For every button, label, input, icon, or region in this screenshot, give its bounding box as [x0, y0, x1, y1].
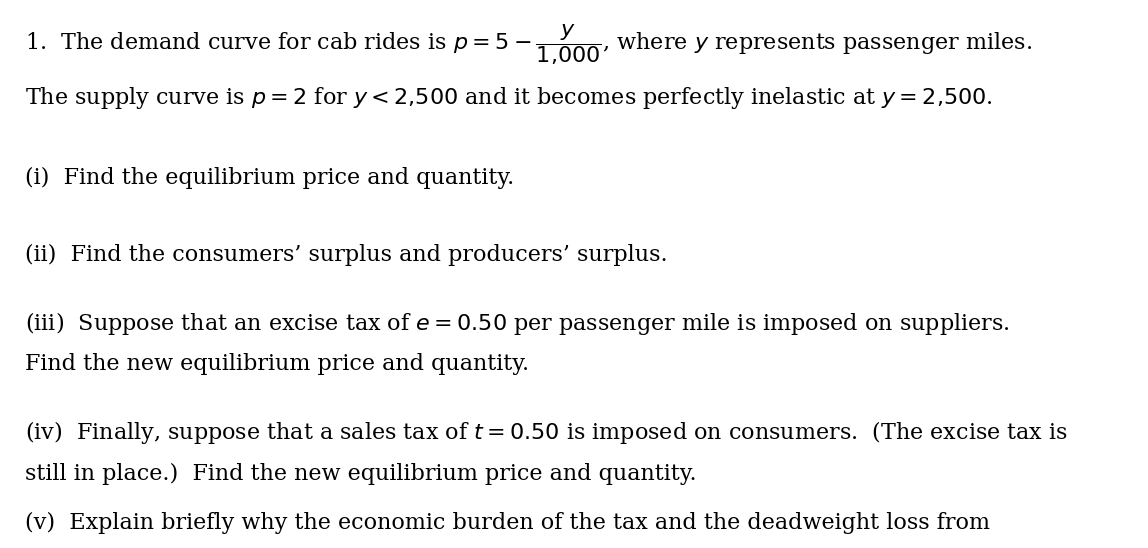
Text: (i)  Find the equilibrium price and quantity.: (i) Find the equilibrium price and quant…	[25, 167, 514, 189]
Text: still in place.)  Find the new equilibrium price and quantity.: still in place.) Find the new equilibriu…	[25, 463, 697, 485]
Text: 1.  The demand curve for cab rides is $p = 5 - \dfrac{y}{1{,}000}$, where $y$ re: 1. The demand curve for cab rides is $p …	[25, 22, 1032, 67]
Text: (ii)  Find the consumers’ surplus and producers’ surplus.: (ii) Find the consumers’ surplus and pro…	[25, 244, 668, 266]
Text: (iii)  Suppose that an excise tax of $e = 0.50$ per passenger mile is imposed on: (iii) Suppose that an excise tax of $e =…	[25, 310, 1010, 336]
Text: Find the new equilibrium price and quantity.: Find the new equilibrium price and quant…	[25, 353, 529, 375]
Text: The supply curve is $p = 2$ for $y < 2{,}500$ and it becomes perfectly inelastic: The supply curve is $p = 2$ for $y < 2{,…	[25, 85, 993, 111]
Text: (v)  Explain briefly why the economic burden of the tax and the deadweight loss : (v) Explain briefly why the economic bur…	[25, 512, 991, 534]
Text: (iv)  Finally, suppose that a sales tax of $t = 0.50$ is imposed on consumers.  : (iv) Finally, suppose that a sales tax o…	[25, 419, 1069, 446]
